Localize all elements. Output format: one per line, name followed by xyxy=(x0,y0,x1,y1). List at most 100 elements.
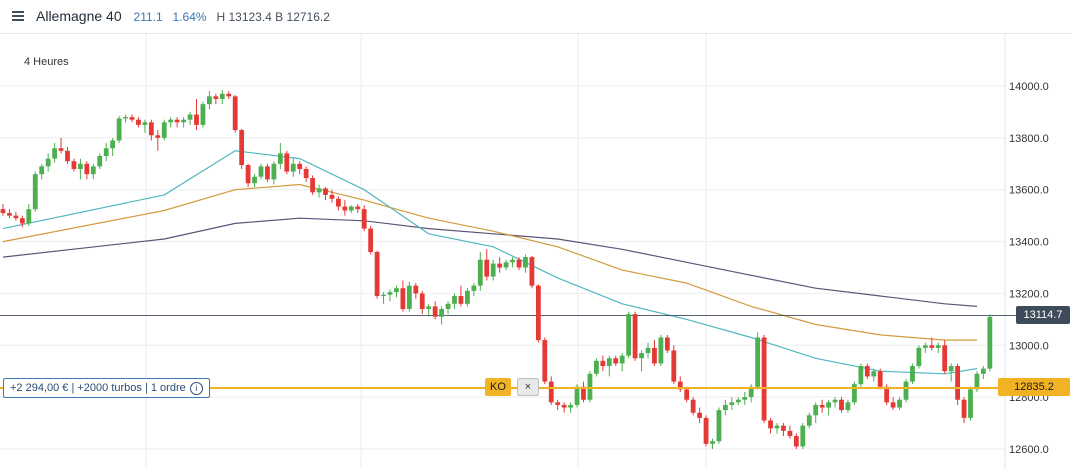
candle-down xyxy=(374,251,380,297)
ma-fast-line xyxy=(2,150,978,375)
candle-down xyxy=(555,402,561,405)
candle-down xyxy=(368,228,374,252)
hamburger-icon[interactable] xyxy=(12,11,24,21)
candle-up xyxy=(277,153,283,164)
instrument-header: Allemagne 40 211.1 1.64% H 13123.4 B 127… xyxy=(0,0,1072,34)
candle-up xyxy=(619,355,625,364)
candle-down xyxy=(245,165,251,184)
candle-up xyxy=(568,404,573,408)
candle-up xyxy=(103,148,109,157)
candle-down xyxy=(342,206,348,211)
candle-down xyxy=(529,257,535,286)
candle-up xyxy=(252,176,257,184)
candle-down xyxy=(174,119,180,123)
candle-down xyxy=(768,420,773,429)
candle-up xyxy=(142,122,148,125)
position-badge[interactable]: +2 294,00 € | +2000 turbos | 1 ordre i xyxy=(3,378,210,398)
candle-up xyxy=(735,399,741,403)
candle-up xyxy=(465,290,470,304)
candle-up xyxy=(710,441,715,444)
candle-up xyxy=(922,345,928,348)
ma-slow-line xyxy=(2,217,978,307)
candle-up xyxy=(394,288,399,293)
candle-up xyxy=(90,166,96,175)
candle-up xyxy=(26,209,32,224)
candle-down xyxy=(129,117,135,120)
candle-up xyxy=(948,366,954,372)
candle-up xyxy=(39,166,45,175)
candle-down xyxy=(929,345,935,348)
candle-up xyxy=(806,415,812,426)
y-tick-label: 13600.0 xyxy=(1009,185,1049,197)
candle-up xyxy=(207,96,212,105)
candle-up xyxy=(181,119,186,123)
candle-up xyxy=(639,353,644,359)
candle-up xyxy=(387,292,393,295)
candle-down xyxy=(600,360,606,367)
candle-down xyxy=(664,337,670,351)
candle-down xyxy=(284,153,290,172)
candle-down xyxy=(890,402,896,408)
candle-up xyxy=(916,347,922,367)
candle-up xyxy=(271,163,277,180)
y-tick-label: 13000.0 xyxy=(1009,340,1049,352)
candle-down xyxy=(684,389,690,400)
candle-up xyxy=(594,360,599,374)
candle-up xyxy=(97,156,103,167)
candle-down xyxy=(484,259,490,277)
candle-down xyxy=(323,188,328,195)
info-icon[interactable]: i xyxy=(189,381,203,395)
candle-up xyxy=(723,404,728,411)
candle-down xyxy=(877,371,883,387)
candle-down xyxy=(677,381,683,390)
candle-up xyxy=(381,294,386,297)
ko-label: KO xyxy=(485,378,511,396)
candle-up xyxy=(845,402,851,411)
candle-down xyxy=(942,345,948,372)
candle-down xyxy=(58,148,64,151)
candle-down xyxy=(535,285,541,341)
candle-up xyxy=(871,371,877,377)
candle-up xyxy=(439,308,444,317)
ma-mid-line xyxy=(2,183,977,341)
candle-down xyxy=(497,263,503,268)
candle-down xyxy=(652,347,657,364)
candle-down xyxy=(703,417,709,444)
candle-down xyxy=(413,285,419,294)
candle-up xyxy=(445,303,451,309)
candle-down xyxy=(155,135,161,138)
candle-down xyxy=(361,209,367,229)
candle-down xyxy=(65,150,70,162)
candle-down xyxy=(787,430,793,437)
candle-up xyxy=(187,114,193,120)
candle-down xyxy=(613,358,619,364)
timeframe-label: 4 Heures xyxy=(24,56,69,68)
candle-down xyxy=(761,337,767,421)
last-price-tag: 13114.7 xyxy=(1016,306,1070,324)
candle-up xyxy=(78,163,83,169)
candle-down xyxy=(232,96,238,131)
candle-down xyxy=(400,288,406,309)
candle-up xyxy=(258,166,264,177)
candle-down xyxy=(265,166,270,180)
candle-up xyxy=(406,285,412,309)
candle-up xyxy=(45,158,51,167)
candle-down xyxy=(239,130,245,166)
candle-down xyxy=(697,412,702,418)
candle-down xyxy=(213,96,219,99)
candle-up xyxy=(826,402,831,408)
y-tick-label: 13200.0 xyxy=(1009,288,1049,300)
candle-up xyxy=(161,122,167,138)
price-change: 211.1 xyxy=(133,10,163,24)
candle-down xyxy=(884,386,890,403)
candle-up xyxy=(123,117,128,119)
candle-down xyxy=(581,386,586,400)
ko-close-button[interactable]: × xyxy=(517,378,539,396)
candle-up xyxy=(490,263,496,277)
candle-up xyxy=(729,402,735,405)
candle-up xyxy=(645,347,651,354)
candle-down xyxy=(226,93,232,97)
candle-down xyxy=(458,296,464,304)
candle-down xyxy=(839,399,844,411)
